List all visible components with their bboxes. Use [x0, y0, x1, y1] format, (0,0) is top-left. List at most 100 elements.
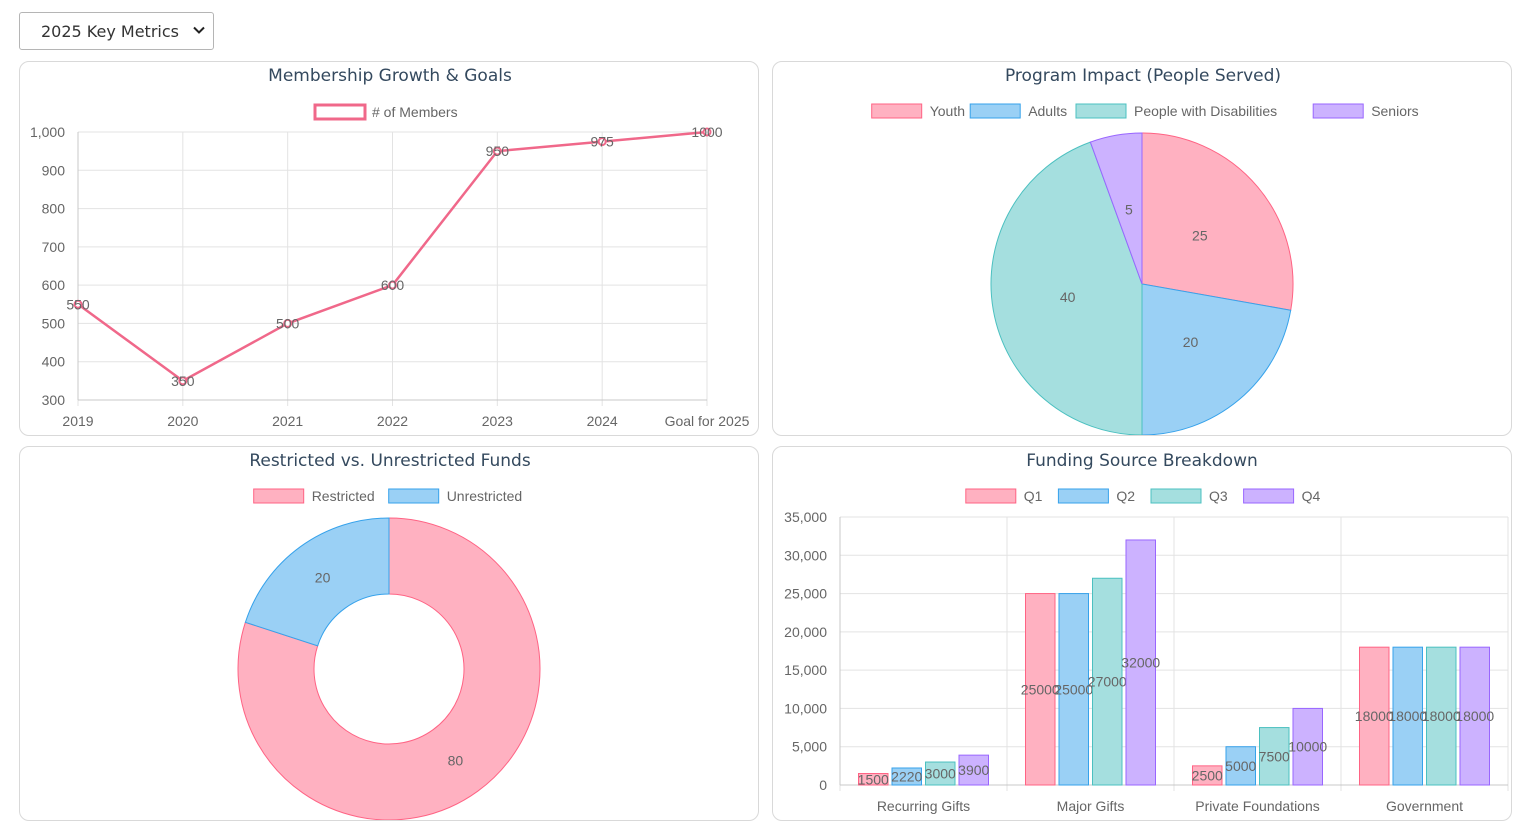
program-chart-card: Program Impact (People Served) Youth Adult…	[772, 61, 1512, 436]
funding-bar	[1459, 646, 1490, 786]
y-tick-label: 10,000	[784, 700, 827, 716]
y-tick-label: 500	[42, 315, 66, 331]
x-tick-label: 2024	[587, 413, 618, 429]
data-point	[492, 146, 502, 156]
y-tick-label: 5,000	[792, 739, 827, 755]
program-legend-label: Seniors	[1371, 103, 1418, 119]
data-label: 550	[66, 296, 90, 312]
program-legend-label: Youth	[930, 103, 965, 119]
funding-legend-label: Q2	[1116, 488, 1135, 504]
funding-bar-label: 18000	[1455, 708, 1494, 724]
program-slice-label: 5	[1125, 202, 1133, 218]
x-tick-label: Private Foundations	[1195, 798, 1320, 814]
funds-legend-swatch	[388, 488, 440, 504]
chart-title: Membership Growth & Goals	[268, 66, 512, 86]
funding-bar	[858, 773, 889, 786]
funding-bar	[1426, 646, 1457, 786]
x-tick-label: Goal for 2025	[665, 413, 750, 429]
funding-legend-swatch	[1150, 488, 1202, 504]
metrics-select[interactable]: 2025 Key Metrics	[19, 12, 214, 50]
funding-bar	[1292, 707, 1323, 786]
chevron-down-icon	[193, 26, 205, 34]
funds-slice-label: 80	[448, 752, 464, 768]
funds-chart-card: Restricted vs. Unrestricted Funds Restric…	[19, 446, 759, 821]
data-point	[178, 376, 188, 386]
funding-bar	[1225, 746, 1256, 786]
y-tick-label: 400	[42, 354, 66, 370]
y-tick-label: 800	[42, 201, 66, 217]
y-tick-label: 25,000	[784, 586, 827, 602]
program-slice	[1089, 132, 1143, 285]
program-slice-label: 25	[1192, 227, 1208, 243]
funds-slice	[244, 517, 390, 647]
program-legend-label: People with Disabilities	[1134, 103, 1277, 119]
membership-chart-card: Membership Growth & Goals # of Members 1,0…	[19, 61, 759, 436]
funding-bar-label: 3000	[925, 766, 956, 782]
funding-bar-label: 2500	[1192, 767, 1223, 783]
y-tick-label: 900	[42, 162, 66, 178]
y-tick-label: 15,000	[784, 662, 827, 678]
funding-bar-label: 18000	[1388, 708, 1427, 724]
funding-legend-label: Q1	[1024, 488, 1043, 504]
funding-bar	[1192, 765, 1223, 786]
funding-legend-swatch	[1057, 488, 1109, 504]
legend-label: # of Members	[372, 104, 458, 120]
funding-bar-label: 32000	[1121, 654, 1160, 670]
y-tick-label: 0	[819, 777, 827, 793]
funds-slice-label: 20	[315, 570, 331, 586]
y-tick-label: 700	[42, 239, 66, 255]
x-tick-label: 2020	[167, 413, 198, 429]
y-tick-label: 1,000	[30, 124, 65, 140]
legend-swatch	[313, 103, 367, 121]
funding-bar-label: 10000	[1288, 739, 1327, 755]
funding-legend-swatch	[965, 488, 1017, 504]
y-tick-label: 20,000	[784, 624, 827, 640]
funding-bar-label: 3900	[958, 762, 989, 778]
data-label: 350	[171, 373, 195, 389]
funds-legend-label: Restricted	[312, 488, 375, 504]
funding-chart: Funding Source Breakdown Q1 Q2 Q3 Q4 35,000 30…	[784, 451, 1509, 814]
program-slice-label: 40	[1060, 289, 1076, 305]
chart-title: Restricted vs. Unrestricted Funds	[249, 451, 531, 471]
funding-bar	[958, 754, 989, 786]
program-legend-swatch	[871, 103, 923, 119]
funding-bar-label: 1500	[858, 771, 889, 787]
program-slice	[1141, 132, 1294, 311]
x-tick-label: 2021	[272, 413, 303, 429]
program-legend-label: Adults	[1028, 103, 1067, 119]
funding-bar	[1125, 539, 1156, 786]
program-legend-swatch	[1312, 103, 1364, 119]
data-point	[388, 280, 397, 290]
program-legend-swatch	[969, 103, 1021, 119]
funding-chart-card: Funding Source Breakdown Q1 Q2 Q3 Q4 35,000 30…	[772, 446, 1512, 821]
chart-title: Funding Source Breakdown	[1026, 451, 1258, 471]
funds-legend-swatch	[253, 488, 305, 504]
metrics-select-value: 2025 Key Metrics	[41, 21, 179, 41]
funds-legend-label: Unrestricted	[447, 488, 522, 504]
funding-bar	[1259, 727, 1290, 786]
data-label: 600	[381, 277, 405, 293]
program-legend-swatch	[1075, 103, 1127, 119]
chart-title: Program Impact (People Served)	[1005, 66, 1281, 86]
x-tick-label: Government	[1386, 798, 1463, 814]
data-label: 1000	[691, 124, 722, 140]
funding-bar-label: 27000	[1088, 674, 1127, 690]
program-slice-label: 20	[1183, 334, 1199, 350]
funding-bar	[925, 761, 956, 786]
funds-chart: Restricted vs. Unrestricted Funds Restric…	[237, 451, 541, 821]
funding-legend-swatch	[1243, 488, 1295, 504]
funding-bar-label: 18000	[1355, 708, 1394, 724]
data-label: 950	[486, 143, 510, 159]
funding-bar	[1392, 646, 1423, 786]
program-slice	[1141, 283, 1292, 436]
data-label: 500	[276, 315, 300, 331]
funding-bar-label: 25000	[1054, 681, 1093, 697]
program-slice	[990, 141, 1143, 436]
funding-bar-label: 7500	[1259, 748, 1290, 764]
x-tick-label: 2022	[377, 413, 408, 429]
funding-bar	[1025, 593, 1056, 786]
data-point	[702, 127, 712, 137]
funding-bar	[891, 767, 922, 786]
funding-bar	[1058, 593, 1089, 786]
funds-slice	[237, 517, 541, 821]
